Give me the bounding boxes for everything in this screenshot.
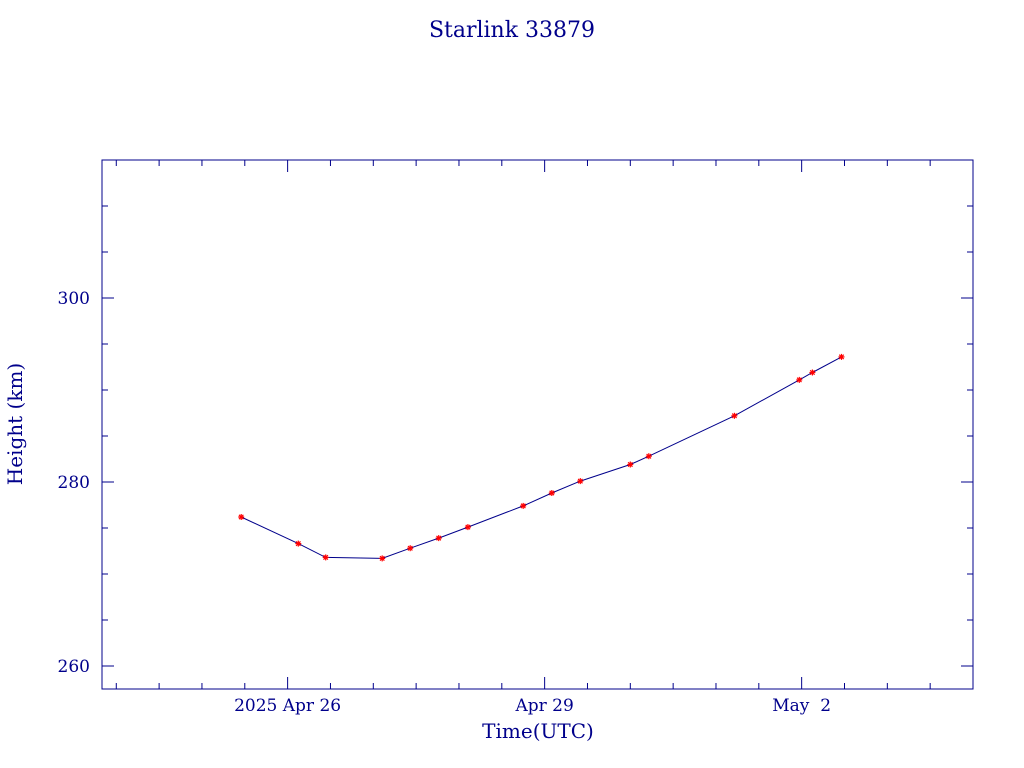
y-tick-label: 280	[58, 473, 90, 493]
x-axis-ticks	[115, 160, 974, 689]
data-point	[322, 554, 329, 561]
x-tick-label: 2025 Apr 26	[234, 696, 341, 716]
x-tick-label: May 2	[772, 696, 831, 716]
y-tick-label: 260	[58, 657, 90, 677]
data-point	[520, 502, 527, 509]
data-point	[627, 461, 634, 468]
data-point	[796, 376, 803, 383]
data-point	[379, 555, 386, 562]
data-point	[238, 514, 245, 520]
y-tick-label: 300	[58, 289, 90, 309]
data-point	[645, 453, 652, 460]
data-point	[548, 490, 555, 496]
data-point	[435, 535, 442, 542]
y-axis-ticks	[102, 159, 973, 667]
y-axis-tick-labels: 260 280 300	[58, 289, 90, 677]
data-point	[407, 545, 414, 552]
data-point	[464, 524, 471, 531]
x-tick-label: Apr 29	[514, 696, 573, 716]
series-line	[240, 356, 842, 559]
data-point	[731, 412, 738, 419]
data-point	[809, 369, 816, 376]
plot-frame	[101, 159, 974, 690]
chart-title: Starlink 33879	[429, 18, 595, 43]
data-point	[295, 540, 302, 547]
x-axis-tick-labels: 2025 Apr 26 Apr 29 May 2	[234, 696, 831, 716]
data-point	[577, 478, 584, 485]
x-axis-label: Time(UTC)	[482, 719, 594, 743]
data-point	[838, 353, 845, 360]
series-points	[238, 353, 845, 562]
y-axis-label: Height (km)	[3, 363, 27, 485]
